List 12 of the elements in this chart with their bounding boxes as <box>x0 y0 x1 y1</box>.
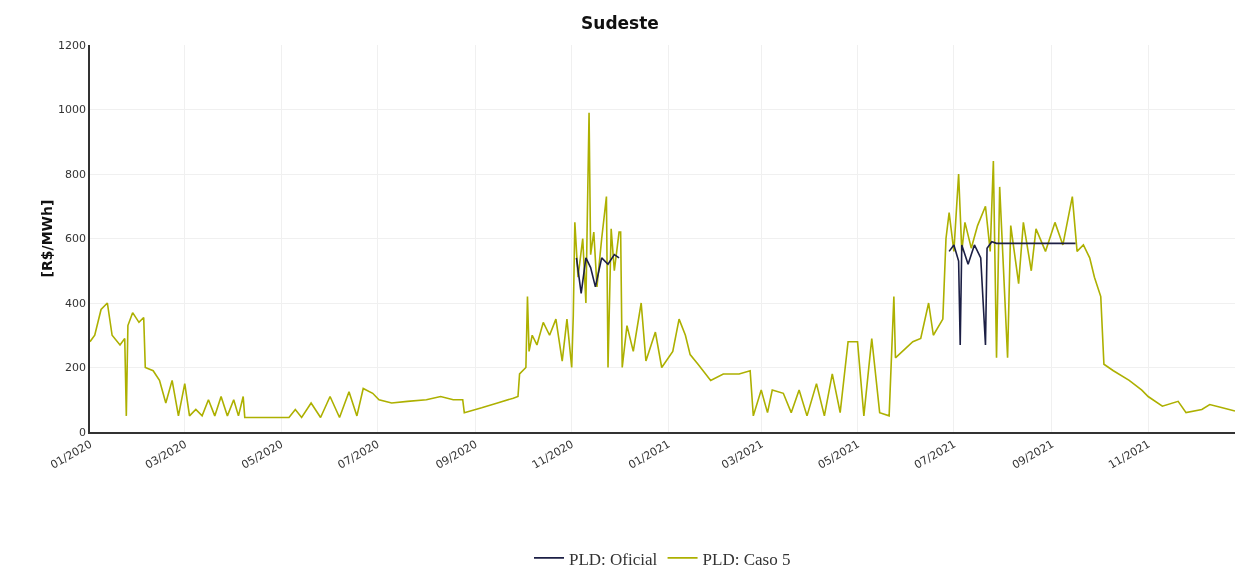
y-tick-label: 600 <box>65 232 87 246</box>
line-series <box>90 111 1235 419</box>
y-tick-label: 800 <box>65 167 87 181</box>
y-tick-label: 400 <box>65 296 87 310</box>
y-tick-label: 0 <box>79 425 87 439</box>
y-tick-label: 200 <box>65 361 87 375</box>
legend-label: PLD: Caso 5 <box>702 549 791 569</box>
y-tick-label: 1000 <box>58 103 87 117</box>
y-axis-title: [R$/MWh] <box>38 199 55 278</box>
chart-title: Sudeste <box>581 13 659 34</box>
legend-label: PLD: Oficial <box>569 549 658 569</box>
y-tick-label: 1200 <box>58 38 87 52</box>
